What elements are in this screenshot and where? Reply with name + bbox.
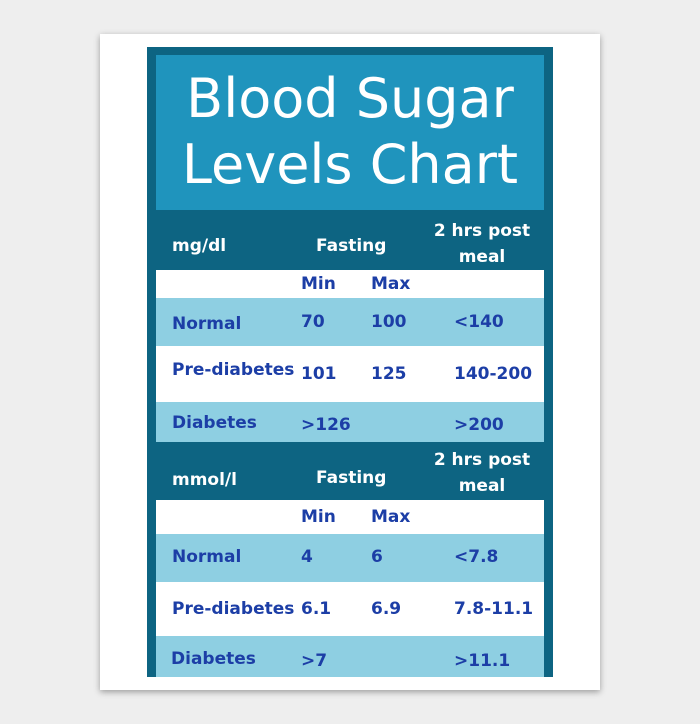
post-meal-value: <140 bbox=[454, 312, 504, 332]
table-row-diabetes: Diabetes >7 >11.1 bbox=[156, 636, 544, 677]
post-meal-header: 2 hrs post meal bbox=[433, 221, 531, 267]
post-meal-header: 2 hrs post meal bbox=[433, 450, 531, 496]
max-value: 100 bbox=[371, 312, 407, 332]
row-label: Normal bbox=[172, 314, 242, 334]
row-label: Normal bbox=[172, 547, 242, 567]
min-value: 6.1 bbox=[301, 599, 332, 619]
row-label: Diabetes bbox=[172, 413, 257, 433]
table-row-normal: Normal 4 6 <7.8 bbox=[156, 534, 544, 582]
post-meal-value: 140-200 bbox=[454, 364, 533, 384]
minmax-header-row: Min Max bbox=[156, 270, 544, 298]
section-header-mmoll: mmol/l Fasting 2 hrs post meal bbox=[156, 442, 544, 500]
table-row-diabetes: Diabetes >126 >200 bbox=[156, 402, 544, 442]
title-line-2: Levels Chart bbox=[181, 133, 519, 196]
max-value: 6 bbox=[371, 547, 383, 567]
minmax-header-row: Min Max bbox=[156, 500, 544, 534]
min-header: Min bbox=[301, 507, 336, 527]
table-row-prediabetes: Pre-diabetes 6.1 6.9 7.8-11.1 bbox=[156, 582, 544, 636]
unit-label: mmol/l bbox=[172, 470, 237, 490]
section-header-mgdl: mg/dl Fasting 2 hrs post meal bbox=[156, 214, 544, 270]
fasting-header: Fasting bbox=[316, 236, 387, 256]
chart-title: Blood Sugar Levels Chart bbox=[156, 55, 544, 210]
row-label: Diabetes bbox=[171, 649, 256, 669]
post-meal-value: >200 bbox=[454, 415, 504, 435]
max-value: 6.9 bbox=[371, 599, 402, 619]
min-value: 70 bbox=[301, 312, 325, 332]
post-meal-value: <7.8 bbox=[454, 547, 499, 567]
row-label: Pre-diabetes bbox=[172, 599, 295, 619]
min-value: 4 bbox=[301, 547, 313, 567]
title-line-1: Blood Sugar bbox=[186, 67, 514, 130]
row-label: Pre-diabetes bbox=[172, 360, 295, 380]
unit-label: mg/dl bbox=[172, 236, 227, 256]
max-value: 125 bbox=[371, 364, 407, 384]
min-header: Min bbox=[301, 274, 336, 294]
max-header: Max bbox=[371, 274, 411, 294]
post-meal-value: >11.1 bbox=[454, 651, 511, 671]
max-header: Max bbox=[371, 507, 411, 527]
table-row-normal: Normal 70 100 <140 bbox=[156, 298, 544, 346]
post-meal-value: 7.8-11.1 bbox=[454, 599, 534, 619]
min-value: >7 bbox=[301, 651, 328, 671]
min-value: 101 bbox=[301, 364, 337, 384]
fasting-header: Fasting bbox=[316, 468, 387, 488]
table-row-prediabetes: Pre-diabetes 101 125 140-200 bbox=[156, 346, 544, 402]
min-value: >126 bbox=[301, 415, 351, 435]
